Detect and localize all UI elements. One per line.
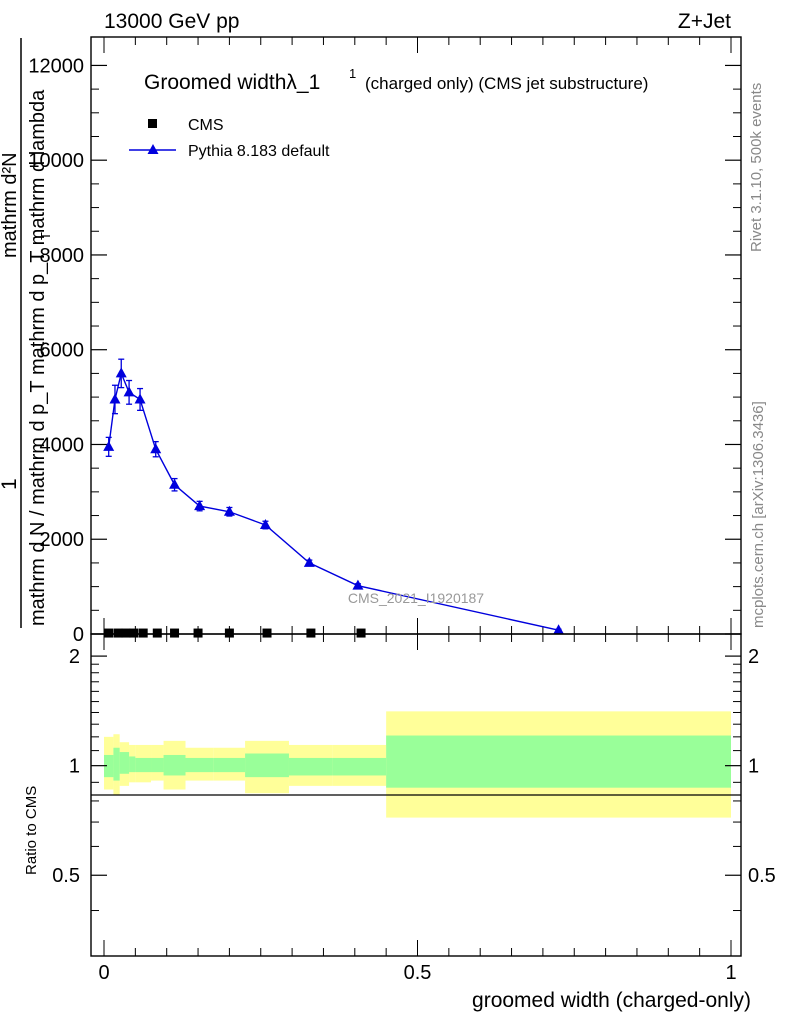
main-ylabel-rhs-numerator: mathrm d²N [0, 152, 21, 258]
ratio-ytick-label-left: 2 [69, 646, 80, 668]
x-tick-label: 0.5 [404, 962, 432, 984]
ratio-ylabel: Ratio to CMS [23, 786, 40, 875]
pythia-data-point [259, 519, 271, 530]
legend-cms-marker [148, 119, 157, 128]
main-ytick-label: 6000 [40, 340, 85, 362]
ratio-ytick-label-left: 1 [69, 756, 80, 778]
plot-subtitle: (charged only) (CMS jet substructure) [365, 74, 648, 93]
pythia-data-point [123, 386, 135, 397]
cms-data-point [193, 628, 203, 638]
pythia-data-point [115, 367, 127, 378]
ratio-band-green [213, 757, 246, 773]
ratio-band-green [104, 754, 114, 778]
rivet-version-label: Rivet 3.1.10, 500k events [748, 83, 765, 252]
ratio-band-green [386, 735, 731, 788]
ratio-band-green [129, 756, 136, 773]
ratio-band-green [332, 757, 387, 776]
pythia-data-point [150, 443, 162, 454]
main-ytick-label: 4000 [40, 434, 85, 456]
ratio-band-green [151, 757, 164, 773]
cms-data-point [121, 628, 131, 638]
main-ytick-label: 12000 [28, 55, 84, 77]
main-ylabel-rhs-denominator-sub: T [38, 232, 53, 240]
x-axis-label: groomed width (charged-only) [472, 989, 751, 1012]
main-ytick-label: 8000 [40, 245, 85, 267]
legend-cms-label: CMS [188, 117, 224, 134]
legend-pythia-label: Pythia 8.183 default [188, 143, 330, 160]
ratio-panel: 0.5 0.5 1 1 2 2 0 0.5 1 Ratio to CMS groomed wid… [23, 633, 776, 1012]
pythia-data-point [103, 440, 115, 451]
analysis-watermark: CMS_2021_I1920187 [348, 590, 484, 606]
main-ytick-label: 0 [73, 624, 84, 646]
legend-pythia-marker [147, 144, 159, 154]
main-panel: 1 mathrm d N / mathrm d p_T mathrm d²N m… [0, 36, 742, 646]
cms-data-point [138, 628, 148, 638]
cms-data-point [104, 628, 114, 638]
main-ytick-label: 10000 [28, 150, 84, 172]
pythia-data-point [352, 579, 364, 590]
ratio-ytick-label-left: 0.5 [52, 865, 80, 887]
main-ylabel-rhs-denominator: mathrm d p_T mathrm d lambda [27, 89, 49, 375]
ratio-band-green [135, 757, 152, 773]
pythia-data-point [134, 393, 146, 404]
ratio-ytick-label-right: 0.5 [748, 865, 776, 887]
pythia-data-point [109, 393, 121, 404]
main-ylabel-numerator: 1 [0, 478, 21, 490]
ratio-ytick-label-right: 2 [748, 646, 759, 668]
cms-data-point [356, 628, 366, 638]
ratio-band-green [288, 757, 333, 776]
ratio-plot-frame [90, 633, 742, 957]
cms-data-point [224, 628, 234, 638]
pythia-data-point [553, 624, 565, 635]
pythia-data-point [194, 500, 206, 511]
pythia-line [108, 371, 559, 631]
plot-title: Groomed widthλ_1 [144, 71, 320, 94]
pythia-data-point [223, 505, 235, 516]
plot-title-superscript: 1 [349, 66, 356, 81]
ratio-band-green [119, 752, 130, 774]
header-process: Z+Jet [678, 10, 731, 33]
cms-data-point [113, 628, 123, 638]
cms-data-point [170, 628, 180, 638]
ratio-band-green [163, 754, 186, 776]
cms-data-point [306, 628, 316, 638]
pythia-data-point [303, 556, 315, 567]
mcplots-label: mcplots.cern.ch [arXiv:1306.3436] [750, 401, 767, 628]
ratio-band-green [245, 753, 289, 778]
header-energy: 13000 GeV pp [104, 10, 239, 33]
ratio-band-green [185, 757, 214, 773]
main-ylabel-denominator: mathrm d N / mathrm d p_T [27, 380, 49, 626]
x-tick-label: 0 [98, 962, 109, 984]
ratio-ytick-label-right: 1 [748, 756, 759, 778]
cms-data-point [129, 628, 139, 638]
main-ytick-label: 2000 [40, 529, 85, 551]
pythia-data-point [169, 478, 181, 489]
x-tick-label: 1 [725, 962, 736, 984]
ratio-band-green [113, 747, 120, 781]
cms-data-point [152, 628, 162, 638]
cms-data-point [262, 628, 272, 638]
